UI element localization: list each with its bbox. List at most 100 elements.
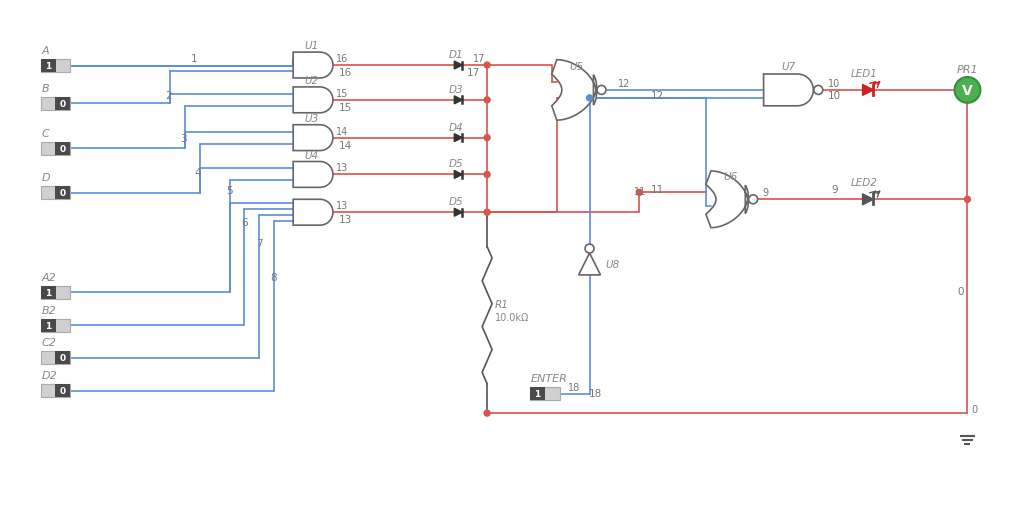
Text: C: C — [42, 128, 50, 138]
Bar — [41, 286, 70, 299]
Polygon shape — [454, 62, 462, 70]
Text: D5: D5 — [449, 197, 464, 207]
Text: 6: 6 — [241, 218, 248, 228]
Text: 12: 12 — [618, 79, 630, 89]
Text: 1: 1 — [535, 389, 541, 399]
Text: R1: R1 — [495, 300, 509, 309]
Circle shape — [484, 172, 490, 178]
Circle shape — [749, 195, 758, 205]
Bar — [41, 319, 70, 332]
Text: 13: 13 — [336, 201, 348, 211]
Text: 0: 0 — [60, 100, 66, 108]
Text: U7: U7 — [781, 62, 795, 72]
Text: D: D — [42, 173, 51, 183]
Bar — [41, 60, 70, 73]
PathPatch shape — [293, 53, 333, 79]
Bar — [41, 286, 56, 299]
Text: 17: 17 — [473, 54, 485, 64]
Text: D5: D5 — [449, 159, 464, 169]
Text: 0: 0 — [60, 386, 66, 395]
Text: 14: 14 — [336, 126, 348, 136]
Text: 16: 16 — [336, 54, 348, 64]
Text: 11: 11 — [634, 187, 646, 197]
Text: 9: 9 — [763, 188, 769, 198]
Text: 11: 11 — [650, 185, 664, 195]
Circle shape — [484, 135, 490, 142]
PathPatch shape — [293, 125, 333, 151]
Circle shape — [597, 86, 606, 95]
Text: ENTER: ENTER — [531, 374, 567, 384]
Polygon shape — [454, 171, 462, 179]
Bar — [55, 143, 70, 155]
Text: 10: 10 — [829, 79, 841, 89]
Text: 17: 17 — [467, 68, 480, 78]
Text: 1: 1 — [46, 288, 52, 297]
Text: 4: 4 — [194, 168, 201, 178]
Bar — [55, 98, 70, 110]
Text: 12: 12 — [650, 91, 664, 101]
Text: 15: 15 — [336, 89, 348, 99]
Text: 0: 0 — [60, 189, 66, 198]
PathPatch shape — [764, 75, 813, 106]
Circle shape — [484, 210, 490, 216]
PathPatch shape — [293, 162, 333, 188]
Text: 16: 16 — [339, 68, 353, 78]
Polygon shape — [454, 134, 462, 143]
Bar — [41, 384, 70, 398]
Text: 13: 13 — [336, 163, 348, 173]
Bar — [55, 187, 70, 200]
Text: V: V — [962, 84, 972, 98]
Bar — [530, 387, 560, 401]
Text: D1: D1 — [449, 50, 464, 60]
Text: 1: 1 — [46, 321, 52, 330]
Circle shape — [484, 63, 490, 69]
Text: U6: U6 — [723, 172, 737, 182]
PathPatch shape — [552, 61, 597, 121]
Bar — [55, 352, 70, 364]
Bar — [41, 352, 70, 364]
Polygon shape — [454, 209, 462, 217]
Bar — [530, 387, 545, 401]
Text: 0: 0 — [60, 144, 66, 153]
Text: U5: U5 — [569, 62, 583, 72]
Text: A2: A2 — [42, 272, 57, 282]
Text: U8: U8 — [606, 260, 620, 269]
Text: 10.0kΩ: 10.0kΩ — [495, 313, 530, 323]
Bar — [41, 98, 70, 110]
Text: 18: 18 — [589, 388, 602, 399]
Bar — [41, 187, 70, 200]
Text: 0: 0 — [957, 286, 963, 296]
Polygon shape — [578, 253, 601, 275]
Text: 10: 10 — [828, 91, 841, 101]
Text: PR1: PR1 — [956, 65, 979, 75]
PathPatch shape — [293, 88, 333, 114]
Bar — [55, 384, 70, 398]
Text: 0: 0 — [60, 354, 66, 363]
Text: C2: C2 — [42, 338, 57, 348]
Polygon shape — [454, 97, 462, 105]
Text: U4: U4 — [304, 150, 318, 160]
Bar — [41, 60, 56, 73]
Text: 1: 1 — [46, 62, 52, 71]
Bar — [41, 319, 56, 332]
Text: U1: U1 — [304, 41, 318, 51]
Text: 8: 8 — [270, 272, 277, 282]
Text: 15: 15 — [339, 103, 353, 112]
Text: 9: 9 — [831, 185, 838, 195]
Polygon shape — [862, 194, 873, 205]
Text: 2: 2 — [165, 91, 172, 101]
PathPatch shape — [706, 172, 749, 228]
Circle shape — [586, 244, 594, 253]
Text: B2: B2 — [42, 305, 57, 315]
Text: D4: D4 — [449, 123, 464, 132]
Text: U2: U2 — [304, 76, 318, 86]
Text: D3: D3 — [449, 84, 464, 95]
Text: U3: U3 — [304, 114, 318, 124]
Circle shape — [484, 410, 490, 416]
Text: D2: D2 — [42, 371, 58, 381]
Text: LED1: LED1 — [851, 69, 877, 79]
Text: 14: 14 — [339, 140, 353, 150]
Text: LED2: LED2 — [851, 178, 877, 188]
Polygon shape — [862, 86, 873, 96]
Text: 1: 1 — [190, 54, 197, 64]
